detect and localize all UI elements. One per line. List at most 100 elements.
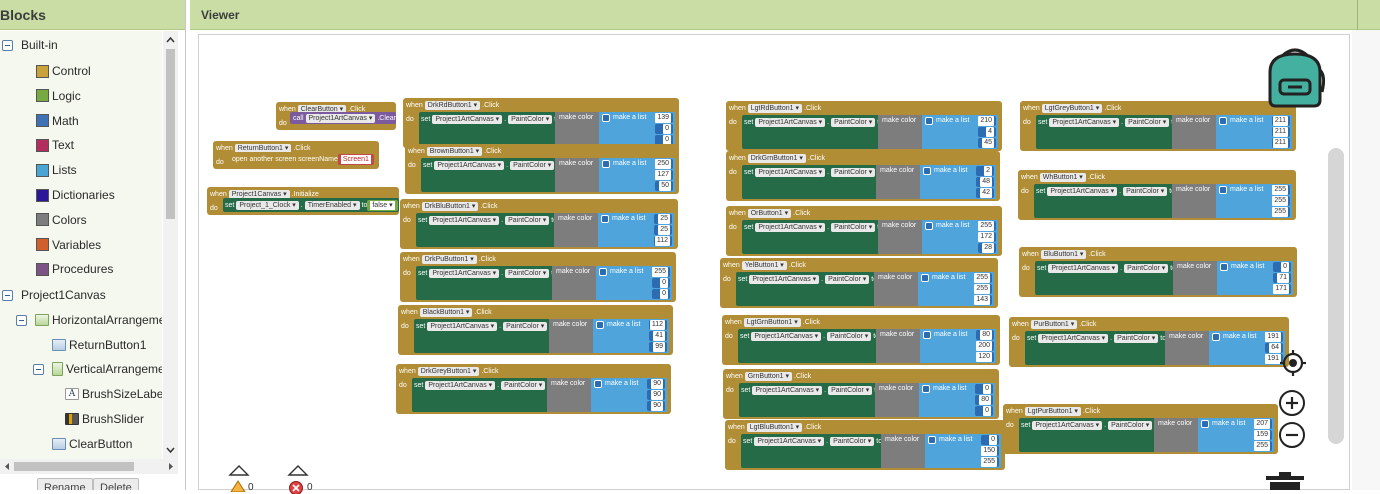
number-value[interactable]: 0	[660, 289, 668, 299]
make-color-block[interactable]: make color	[876, 329, 922, 363]
number-value[interactable]: 255	[652, 267, 668, 277]
property-dropdown[interactable]: PaintColor ▾	[503, 322, 547, 331]
zoom-in-icon[interactable]	[1278, 389, 1306, 417]
tree-item-horizontal-arrangement[interactable]: HorizontalArrangemen	[16, 309, 162, 331]
tree-horizontal-scrollbar[interactable]	[0, 459, 178, 474]
number-block[interactable]: 0	[981, 435, 999, 445]
number-block[interactable]: 255	[1272, 196, 1290, 206]
number-value[interactable]: 255	[978, 221, 994, 231]
property-dropdown[interactable]: PaintColor ▾	[828, 386, 872, 395]
component-dropdown[interactable]: GrnButton1 ▾	[745, 372, 792, 381]
property-dropdown[interactable]: PaintColor ▾	[510, 161, 554, 170]
number-value[interactable]: 210	[978, 116, 994, 126]
number-value[interactable]: 80	[979, 395, 991, 405]
number-block[interactable]: 211	[1272, 138, 1290, 148]
make-color-block[interactable]: make color	[554, 213, 600, 247]
property-dropdown[interactable]: PaintColor ▾	[831, 168, 875, 177]
mutator-gear-icon[interactable]	[599, 268, 607, 276]
property-dropdown[interactable]: PaintColor ▾	[831, 223, 875, 232]
number-value[interactable]: 255	[981, 457, 997, 467]
boolean-value[interactable]: false ▾	[370, 201, 394, 210]
number-block[interactable]: 0	[652, 278, 670, 288]
component-dropdown[interactable]: Project1ArtCanvas ▾	[749, 275, 819, 284]
number-value[interactable]: 200	[976, 341, 992, 351]
number-block[interactable]: 48	[976, 177, 994, 187]
component-dropdown[interactable]: DrkGreyButton1 ▾	[418, 367, 480, 376]
number-value[interactable]: 211	[1273, 116, 1288, 126]
mutator-gear-icon[interactable]	[601, 215, 609, 223]
number-block[interactable]: 90	[647, 390, 665, 400]
number-block[interactable]: 255	[652, 267, 670, 277]
number-value[interactable]: 120	[976, 352, 992, 362]
property-dropdown[interactable]: PaintColor ▾	[831, 118, 875, 127]
make-color-block[interactable]: make color	[1172, 184, 1218, 218]
number-value[interactable]: 255	[1254, 441, 1270, 451]
number-block[interactable]: 172	[978, 232, 996, 242]
number-block[interactable]: 0	[652, 289, 670, 299]
property-dropdown[interactable]: PaintColor ▾	[508, 115, 552, 124]
component-dropdown[interactable]: Project1ArtCanvas ▾	[425, 381, 495, 390]
property-dropdown[interactable]: TimerEnabled ▾	[305, 201, 360, 210]
number-value[interactable]: 255	[1272, 207, 1288, 217]
tree-item-logic[interactable]: Logic	[36, 85, 81, 107]
component-dropdown[interactable]: Project1ArtCanvas ▾	[1047, 187, 1117, 196]
number-value[interactable]: 50	[659, 181, 671, 191]
number-value[interactable]: 0	[983, 384, 991, 394]
number-value[interactable]: 139	[655, 113, 671, 123]
number-block[interactable]: 255	[981, 457, 999, 467]
number-block[interactable]: 143	[974, 295, 992, 305]
number-value[interactable]: 90	[651, 379, 663, 389]
component-dropdown[interactable]: DrkPuButton1 ▾	[422, 255, 477, 264]
property-dropdown[interactable]: PaintColor ▾	[1123, 187, 1167, 196]
number-block[interactable]: 25	[654, 214, 672, 224]
number-block[interactable]: 191	[1265, 332, 1283, 342]
make-color-block[interactable]: make color	[555, 158, 601, 192]
number-block[interactable]: 80	[975, 395, 993, 405]
tree-item-brush-slider[interactable]: BrushSlider	[65, 408, 144, 430]
tree-item-text[interactable]: Text	[36, 134, 74, 156]
tree-item-brush-size-label[interactable]: A BrushSizeLabel	[65, 383, 162, 405]
make-color-block[interactable]: make color	[549, 319, 595, 353]
number-value[interactable]: 0	[660, 278, 668, 288]
number-value[interactable]: 127	[655, 170, 671, 180]
trash-icon[interactable]	[1264, 472, 1306, 490]
number-value[interactable]: 0	[663, 124, 671, 134]
make-color-block[interactable]: make color	[876, 165, 922, 199]
tree-item-procedures[interactable]: Procedures	[36, 258, 113, 280]
mutator-gear-icon[interactable]	[602, 160, 610, 168]
number-value[interactable]: 0	[1281, 262, 1289, 272]
toggle-errors-icon[interactable]	[287, 464, 309, 476]
number-block[interactable]: 90	[647, 379, 665, 389]
scrollbar-thumb[interactable]	[14, 462, 134, 471]
property-dropdown[interactable]: PaintColor ▾	[1108, 421, 1152, 430]
number-value[interactable]: 25	[658, 225, 670, 235]
property-dropdown[interactable]: PaintColor ▾	[827, 332, 871, 341]
rename-button[interactable]: Rename	[37, 478, 93, 490]
